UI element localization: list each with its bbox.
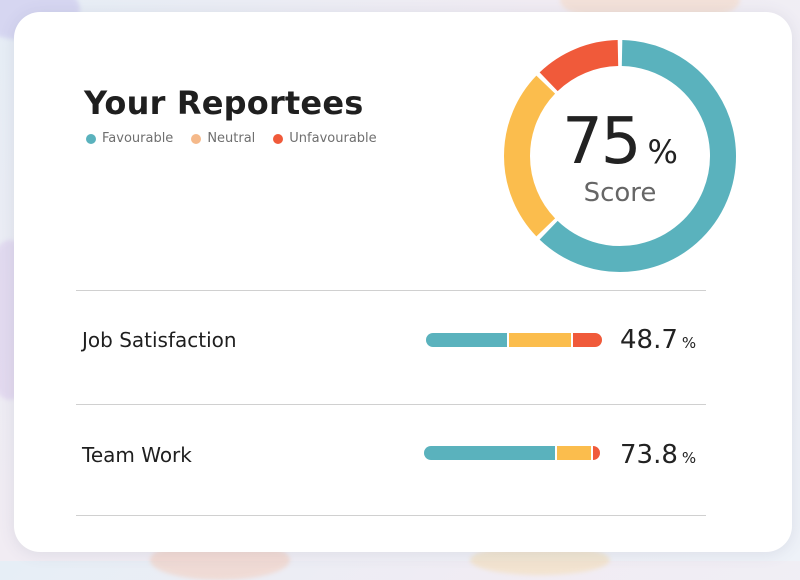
score-unit: % bbox=[647, 133, 678, 171]
legend-item-neutral: Neutral bbox=[191, 131, 255, 146]
team-work-value: 73.8% bbox=[620, 440, 696, 470]
score-value-row: 75 % bbox=[550, 110, 690, 174]
score-donut-chart bbox=[504, 40, 736, 272]
legend-label: Favourable bbox=[102, 131, 174, 146]
unfavourable-segment bbox=[591, 446, 600, 460]
score-label: Score bbox=[583, 178, 657, 208]
favourable-segment bbox=[426, 333, 507, 347]
job-satisfaction-bar bbox=[426, 333, 602, 347]
favourable-arc bbox=[539, 40, 736, 272]
unfavourable-dot-icon bbox=[273, 133, 284, 144]
metric-value: 48.7 bbox=[620, 325, 678, 355]
neutral-segment bbox=[554, 446, 592, 460]
unfavourable-segment bbox=[570, 333, 602, 347]
metric-label-team-work: Team Work bbox=[82, 443, 192, 467]
unfavourable-arc bbox=[539, 40, 619, 92]
metric-value: 73.8 bbox=[620, 440, 678, 470]
neutral-dot-icon bbox=[191, 133, 202, 144]
legend-label: Unfavourable bbox=[289, 131, 377, 146]
job-satisfaction-value: 48.7% bbox=[620, 325, 696, 355]
metric-unit: % bbox=[681, 449, 697, 467]
divider bbox=[76, 404, 706, 405]
legend: Favourable Neutral Unfavourable bbox=[86, 131, 377, 146]
divider bbox=[76, 290, 706, 291]
reportees-card: Your Reportees Favourable Neutral Unfavo… bbox=[14, 12, 792, 552]
metric-unit: % bbox=[681, 334, 697, 352]
neutral-segment bbox=[506, 333, 571, 347]
neutral-arc bbox=[504, 75, 556, 237]
metric-label-job-satisfaction: Job Satisfaction bbox=[82, 328, 237, 352]
team-work-bar bbox=[424, 446, 600, 460]
card-title: Your Reportees bbox=[84, 84, 364, 122]
score-value: 75 bbox=[562, 105, 641, 179]
legend-item-favourable: Favourable bbox=[86, 131, 173, 146]
favourable-segment bbox=[424, 446, 555, 460]
legend-item-unfavourable: Unfavourable bbox=[273, 131, 377, 146]
legend-label: Neutral bbox=[207, 131, 256, 146]
favourable-dot-icon bbox=[86, 133, 96, 144]
divider bbox=[76, 515, 706, 516]
